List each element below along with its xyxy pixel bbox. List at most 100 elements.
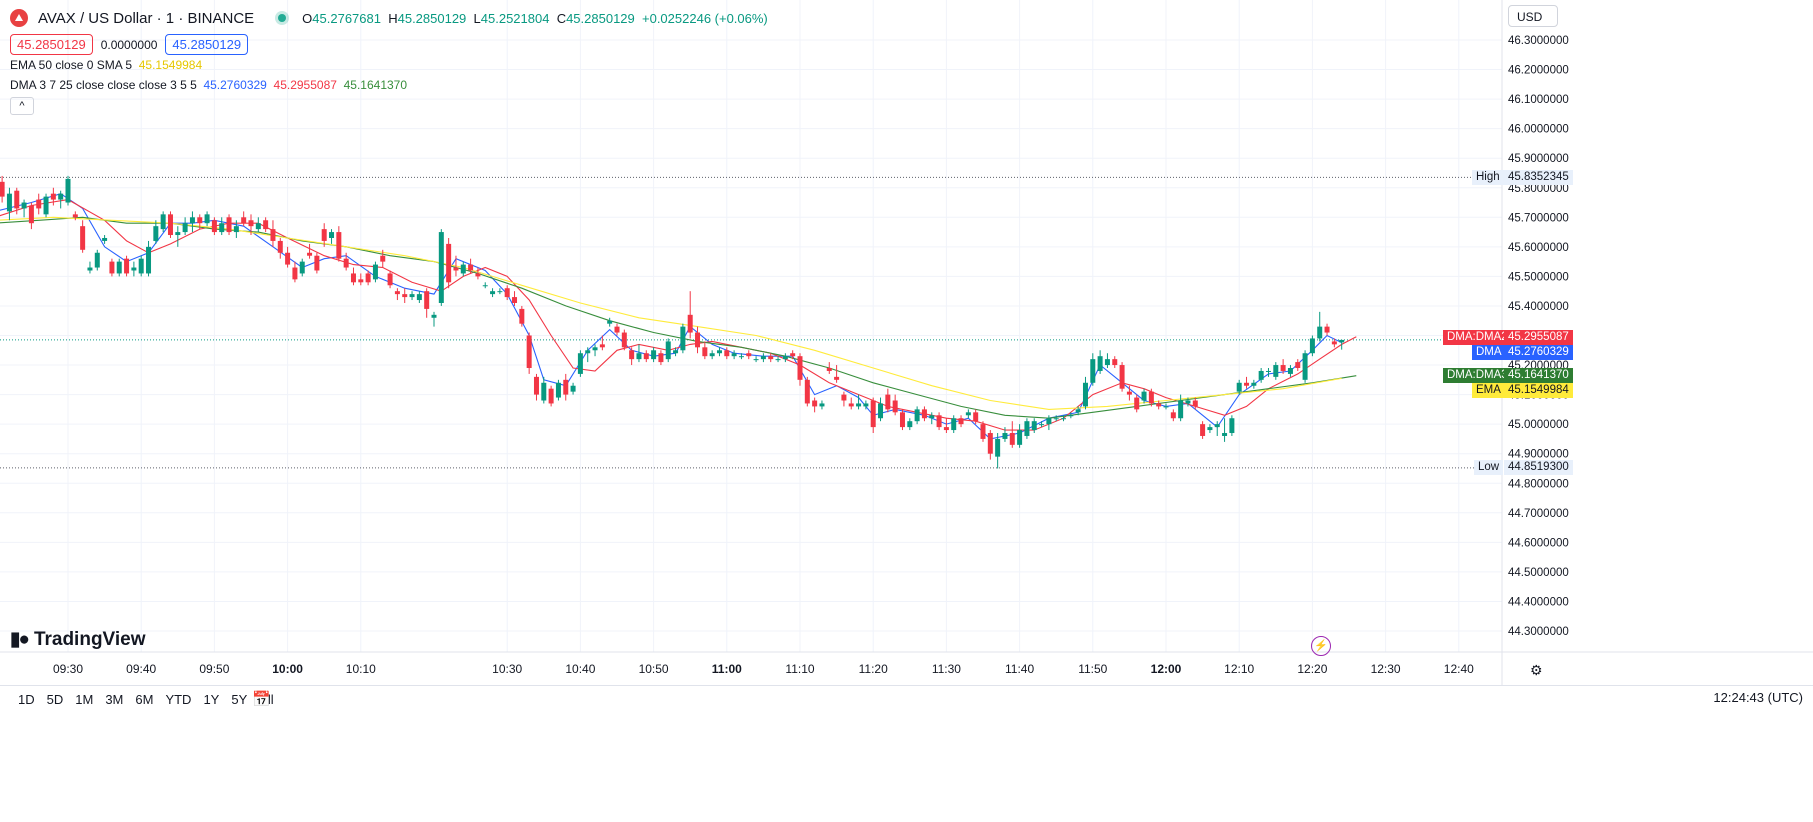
- ema-legend[interactable]: EMA 50 close 0 SMA 5 45.1549984: [10, 58, 203, 72]
- dma-label: DMA: [1472, 345, 1506, 360]
- candle-body: [812, 400, 818, 407]
- candle: [314, 252, 320, 274]
- candle: [14, 187, 20, 215]
- candle-body: [1104, 359, 1110, 366]
- candle-body: [14, 190, 20, 209]
- gear-icon[interactable]: ⚙: [1530, 662, 1543, 678]
- candle: [1273, 362, 1279, 380]
- candle-body: [921, 409, 927, 419]
- candle-body: [28, 205, 34, 224]
- range-all-button[interactable]: All: [259, 692, 274, 707]
- candle: [343, 252, 349, 271]
- candle-body: [746, 353, 752, 357]
- candle: [907, 418, 913, 431]
- candle: [1317, 311, 1323, 342]
- candle: [870, 397, 876, 434]
- range-3m-button[interactable]: 3M: [105, 692, 124, 707]
- candle-body: [504, 288, 510, 298]
- candle: [1214, 421, 1220, 436]
- candle: [1017, 424, 1023, 448]
- range-1d-button[interactable]: 1D: [18, 692, 35, 707]
- candle-body: [58, 193, 64, 200]
- collapse-legend-button[interactable]: ^: [10, 97, 34, 115]
- candle: [1002, 427, 1008, 442]
- x-tick-label: 10:40: [565, 662, 595, 676]
- candle: [43, 193, 49, 218]
- candle-body: [548, 388, 554, 404]
- candle: [65, 175, 71, 206]
- candle: [526, 332, 532, 374]
- candle-body: [1097, 356, 1103, 371]
- high-label: High: [1472, 170, 1504, 185]
- candle: [702, 341, 708, 360]
- candles: [0, 175, 1345, 469]
- candle-body: [1068, 415, 1074, 417]
- candle: [1156, 400, 1162, 410]
- candle: [965, 409, 971, 419]
- candle-body: [175, 232, 181, 236]
- candle: [738, 353, 744, 360]
- candle-body: [819, 403, 825, 407]
- candle-body: [372, 264, 378, 280]
- candle: [636, 344, 642, 363]
- range-1m-button[interactable]: 1M: [75, 692, 94, 707]
- range-1y-button[interactable]: 1Y: [203, 692, 220, 707]
- candle-body: [307, 252, 313, 256]
- candle: [1222, 418, 1228, 442]
- candle-body: [907, 421, 913, 428]
- candle: [6, 187, 12, 221]
- candle-body: [1324, 326, 1330, 333]
- sell-price-button[interactable]: 45.2850129: [10, 34, 93, 55]
- candle-body: [109, 261, 115, 274]
- candle: [1295, 359, 1301, 371]
- range-5d-button[interactable]: 5D: [46, 692, 64, 707]
- candle-body: [277, 240, 283, 253]
- candle: [731, 350, 737, 360]
- candle-body: [892, 400, 898, 413]
- y-tick-label: 45.7000000: [1508, 212, 1569, 224]
- calendar-icon[interactable]: 📅: [252, 691, 271, 708]
- y-tick-label: 45.5000000: [1508, 271, 1569, 283]
- candle: [775, 356, 781, 363]
- candle: [533, 373, 539, 401]
- candle-body: [1163, 406, 1169, 408]
- candle: [797, 353, 803, 386]
- range-5y-button[interactable]: 5Y: [231, 692, 248, 707]
- x-tick-label: 11:10: [785, 662, 814, 676]
- candle-body: [1236, 382, 1242, 392]
- lightning-icon[interactable]: ⚡: [1311, 636, 1331, 656]
- buy-price-button[interactable]: 45.2850129: [165, 34, 249, 55]
- candle-body: [490, 291, 496, 295]
- candle: [36, 193, 42, 215]
- candle: [167, 211, 173, 238]
- candle-body: [870, 400, 876, 428]
- candle-body: [621, 332, 627, 348]
- candle: [1046, 415, 1052, 431]
- candle-body: [1112, 359, 1118, 366]
- range-ytd-button[interactable]: YTD: [165, 692, 192, 707]
- candle-body: [36, 199, 42, 209]
- candle: [863, 400, 869, 410]
- candle-body: [973, 412, 979, 422]
- symbol-title[interactable]: AVAX / US Dollar · 1 · BINANCE: [38, 9, 255, 27]
- candle: [607, 317, 613, 327]
- candle: [1039, 421, 1045, 428]
- ema-label: EMA: [1472, 383, 1505, 398]
- candle: [402, 288, 408, 303]
- candle: [446, 237, 452, 289]
- candle: [87, 261, 93, 274]
- currency-button[interactable]: USD: [1508, 5, 1558, 27]
- dma-legend[interactable]: DMA 3 7 25 close close close 3 5 5 45.27…: [10, 78, 408, 92]
- candle: [138, 255, 144, 277]
- range-6m-button[interactable]: 6M: [135, 692, 154, 707]
- candle-body: [1265, 370, 1271, 372]
- candle-body: [775, 359, 781, 361]
- candle-body: [416, 294, 422, 301]
- utc-clock[interactable]: 12:24:43 (UTC): [1713, 690, 1803, 705]
- candle-body: [519, 308, 525, 324]
- candle-body: [336, 232, 342, 259]
- tradingview-logo[interactable]: ▮● TradingView: [10, 628, 146, 651]
- candle-body: [248, 220, 254, 227]
- candle-body: [797, 356, 803, 380]
- candle-body: [343, 258, 349, 268]
